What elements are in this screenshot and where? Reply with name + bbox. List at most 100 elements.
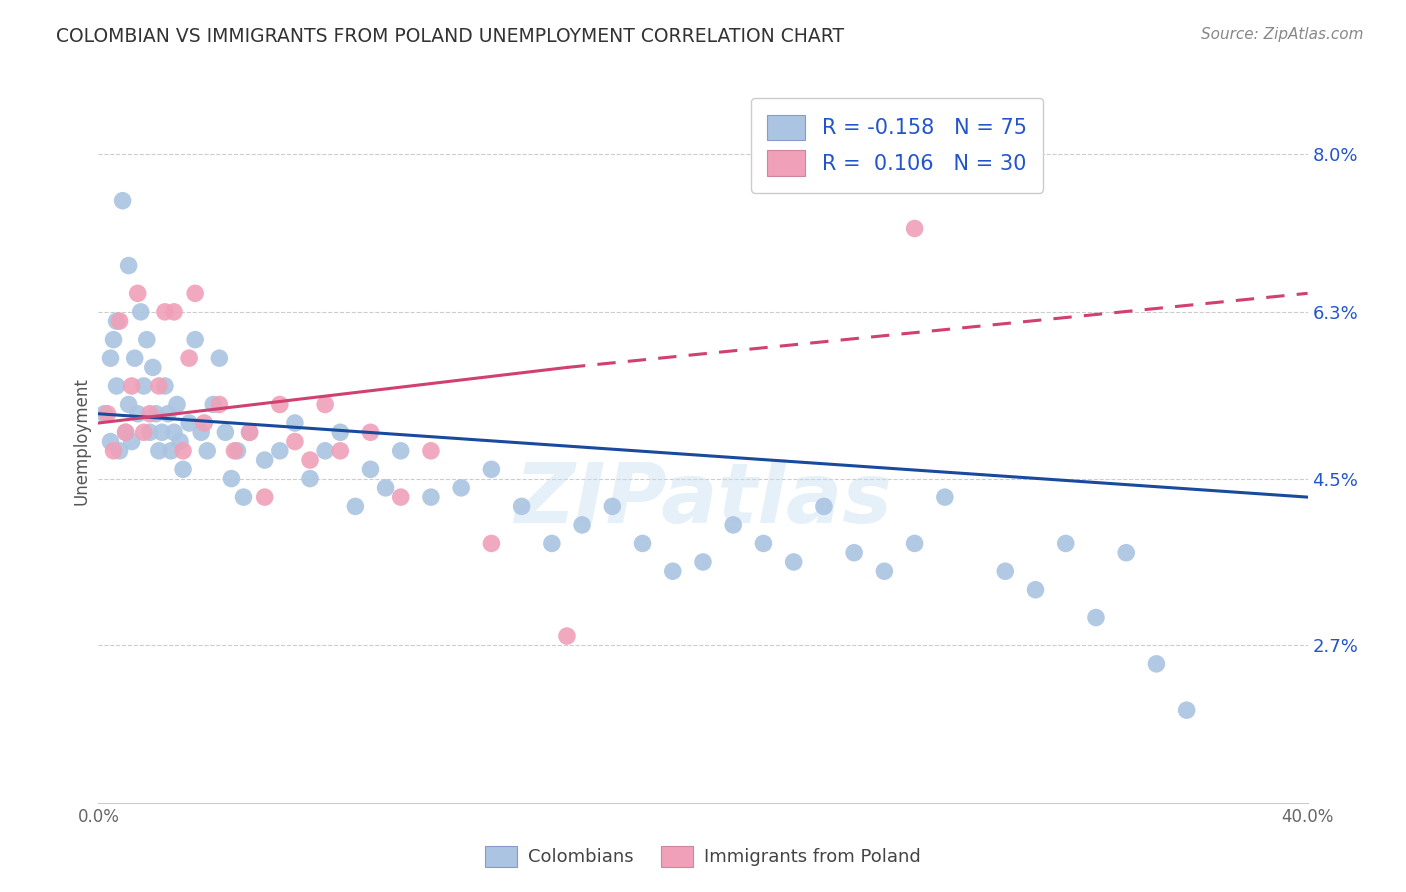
Point <box>172 443 194 458</box>
Point <box>253 490 276 504</box>
Point <box>723 517 745 532</box>
Point <box>661 564 683 578</box>
Point <box>163 425 186 440</box>
Point <box>253 453 276 467</box>
Point <box>156 407 179 421</box>
Point <box>994 564 1017 578</box>
Point <box>631 536 654 550</box>
Point <box>103 333 125 347</box>
Point <box>389 490 412 504</box>
Point <box>195 443 218 458</box>
Point <box>873 564 896 578</box>
Point <box>239 425 262 440</box>
Point <box>208 397 231 411</box>
Point <box>232 490 254 504</box>
Point <box>121 434 143 449</box>
Point <box>420 490 443 504</box>
Point <box>208 351 231 366</box>
Point <box>1054 536 1077 550</box>
Point <box>184 286 207 301</box>
Point <box>108 443 131 458</box>
Point <box>103 443 125 458</box>
Point <box>166 397 188 411</box>
Point <box>139 425 162 440</box>
Point <box>179 416 201 430</box>
Text: COLOMBIAN VS IMMIGRANTS FROM POLAND UNEMPLOYMENT CORRELATION CHART: COLOMBIAN VS IMMIGRANTS FROM POLAND UNEM… <box>56 27 845 45</box>
Point <box>169 434 191 449</box>
Point <box>299 453 322 467</box>
Point <box>172 462 194 476</box>
Point <box>224 443 246 458</box>
Point <box>344 500 367 514</box>
Point <box>118 397 141 411</box>
Point <box>142 360 165 375</box>
Point <box>214 425 236 440</box>
Point <box>904 536 927 550</box>
Point <box>420 443 443 458</box>
Point <box>93 407 115 421</box>
Point <box>105 379 128 393</box>
Point <box>904 221 927 235</box>
Point <box>1144 657 1167 671</box>
Point <box>450 481 472 495</box>
Point <box>190 425 212 440</box>
Point <box>481 536 503 550</box>
Point <box>221 472 243 486</box>
Point <box>360 425 382 440</box>
Point <box>127 407 149 421</box>
Point <box>114 425 136 440</box>
Point <box>510 500 533 514</box>
Point <box>284 416 307 430</box>
Point <box>299 472 322 486</box>
Point <box>153 305 176 319</box>
Point <box>934 490 956 504</box>
Point <box>1115 546 1137 560</box>
Point <box>389 443 412 458</box>
Text: Source: ZipAtlas.com: Source: ZipAtlas.com <box>1201 27 1364 42</box>
Point <box>844 546 866 560</box>
Point <box>226 443 249 458</box>
Point <box>108 314 131 328</box>
Point <box>1085 610 1108 624</box>
Point <box>96 407 118 421</box>
Point <box>127 286 149 301</box>
Point <box>100 434 122 449</box>
Point <box>148 443 170 458</box>
Point <box>184 333 207 347</box>
Point <box>121 379 143 393</box>
Point <box>150 425 173 440</box>
Point <box>105 314 128 328</box>
Point <box>160 443 183 458</box>
Point <box>193 416 215 430</box>
Point <box>555 629 578 643</box>
Point <box>329 443 352 458</box>
Point <box>114 425 136 440</box>
Point <box>179 351 201 366</box>
Point <box>139 407 162 421</box>
Point <box>481 462 503 476</box>
Point <box>111 194 134 208</box>
Point <box>100 351 122 366</box>
Point <box>571 517 593 532</box>
Point <box>314 397 336 411</box>
Text: ZIPatlas: ZIPatlas <box>515 458 891 540</box>
Point <box>329 425 352 440</box>
Y-axis label: Unemployment: Unemployment <box>72 377 90 506</box>
Point <box>153 379 176 393</box>
Point <box>692 555 714 569</box>
Point <box>135 333 157 347</box>
Point <box>202 397 225 411</box>
Point <box>239 425 262 440</box>
Point <box>269 443 291 458</box>
Point <box>783 555 806 569</box>
Point <box>269 397 291 411</box>
Point <box>132 425 155 440</box>
Point <box>540 536 562 550</box>
Point <box>148 379 170 393</box>
Point <box>813 500 835 514</box>
Point <box>752 536 775 550</box>
Point <box>145 407 167 421</box>
Legend: Colombians, Immigrants from Poland: Colombians, Immigrants from Poland <box>478 838 928 874</box>
Point <box>129 305 152 319</box>
Point <box>124 351 146 366</box>
